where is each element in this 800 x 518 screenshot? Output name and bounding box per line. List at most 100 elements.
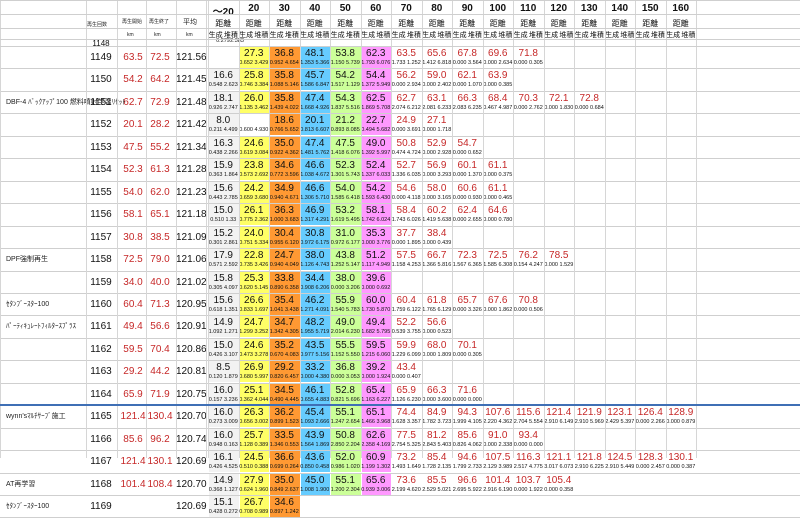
- gen-dep-values: 0.972 6.175: [300, 239, 330, 246]
- dep-label: 堆積: [589, 32, 604, 39]
- distance-value: 26.6: [244, 294, 264, 306]
- header-end: 再生終了: [149, 19, 170, 25]
- cell-band: [300, 136, 330, 158]
- gen-dep-values: 0.474 4.724: [391, 149, 421, 156]
- cell-band: [300, 47, 330, 68]
- row-end: 28.2: [150, 119, 170, 131]
- row-end: 71.3: [150, 298, 170, 310]
- distance-value: 65.9: [396, 384, 416, 396]
- grid-vline: [574, 0, 575, 458]
- distance-value: 45.7: [305, 70, 325, 82]
- gen-dep-values: 0.000 3.293: [422, 172, 452, 179]
- distance-label: 距離: [398, 19, 415, 28]
- distance-value: 35.8: [274, 92, 294, 104]
- gen-label: 生成: [361, 32, 376, 39]
- gen-dep-values: 1.152 5.550: [330, 351, 360, 358]
- distance-value: 60.1: [457, 160, 477, 172]
- distance-value: 24.7: [244, 317, 264, 329]
- gen-dep-values: 0.000 0.000: [452, 396, 482, 403]
- range-label: 110: [520, 3, 537, 14]
- cell-band: [361, 293, 391, 315]
- distance-value: 17.9: [213, 250, 233, 262]
- row-avg: 120.81: [176, 366, 207, 378]
- distance-value: 43.5: [305, 339, 325, 351]
- cell-band: [239, 406, 269, 428]
- gen-dep-values: 0.443 2.785: [208, 194, 238, 201]
- grid-vline: [665, 0, 667, 458]
- cell-band: [392, 159, 422, 181]
- cell-band: [270, 293, 300, 315]
- cell-band: [422, 204, 452, 226]
- cell-band: [422, 91, 452, 113]
- gen-dep-values: 1.586 6.847: [300, 82, 330, 89]
- distance-label: 距離: [428, 19, 445, 28]
- gen-dep-values: 0.000 2.762: [513, 104, 543, 111]
- gen-dep-values: 0.000 2.402: [422, 82, 452, 89]
- row-avg: 121.09: [176, 231, 207, 243]
- distance-value: 52.3: [335, 160, 355, 172]
- distance-value: 15.6: [213, 294, 233, 306]
- cell-band: [300, 249, 330, 271]
- row-avg: 120.70: [176, 411, 207, 423]
- cell-band: [331, 271, 361, 293]
- gen-dep-values: 0.000 0.305: [513, 60, 543, 66]
- distance-value: 26.7: [244, 497, 264, 508]
- distance-value: 15.9: [213, 160, 233, 172]
- gen-dep-values: 0.890 6.358: [269, 284, 299, 291]
- row-end: 108.4: [147, 478, 173, 490]
- cell-band: [361, 91, 391, 113]
- distance-value: 25.3: [244, 272, 264, 284]
- gen-dep-values: 0.000 2.457: [635, 464, 665, 471]
- distance-value: 72.3: [457, 250, 477, 262]
- distance-value: 67.8: [457, 48, 477, 59]
- distance-value: 34.6: [274, 497, 294, 508]
- gen-dep-values: 1.247 2.654: [330, 419, 360, 426]
- distance-value: 15.2: [213, 227, 233, 239]
- gen-dep-values: 0.772 3.596: [269, 172, 299, 179]
- cell-band: [239, 316, 269, 338]
- distance-value: 25.7: [244, 429, 264, 441]
- gen-dep-values: 0.849 2.637: [269, 486, 299, 493]
- distance-value: 72.1: [549, 92, 569, 104]
- gen-dep-values: 1.135 3.462: [239, 104, 269, 111]
- gen-dep-values: 0.000 3.600: [422, 396, 452, 403]
- distance-value: 93.4: [518, 429, 538, 441]
- gen-dep-values: 0.157 3.236: [208, 396, 238, 403]
- gen-dep-values: 0.652 3.429: [239, 60, 269, 66]
- cell-band: [270, 338, 300, 360]
- gen-dep-values: 0.000 1.924: [361, 374, 391, 381]
- distance-value: 56.9: [427, 160, 447, 172]
- gen-dep-values: 0.000 1.718: [422, 127, 452, 134]
- gen-label: 生成: [635, 32, 650, 39]
- cell-band: [239, 226, 269, 248]
- cell-band: [453, 69, 483, 91]
- cell-band: [209, 406, 239, 428]
- cell-band: [422, 406, 452, 428]
- cell-band: [605, 406, 635, 428]
- gen-dep-values: 0.000 0.684: [574, 104, 604, 111]
- gen-label: 生成: [513, 32, 528, 39]
- grid-hline: [0, 450, 800, 452]
- grid-hline: [0, 158, 800, 160]
- cell-band: [422, 114, 452, 136]
- gen-dep-values: 0.000 3.053: [330, 374, 360, 381]
- row-end: 79.0: [150, 254, 170, 266]
- gen-label: 生成: [422, 32, 437, 39]
- gen-dep-values: 0.000 2.934: [391, 82, 421, 89]
- gen-dep-values: 1.392 5.997: [361, 149, 391, 156]
- gen-dep-values: 1.158 4.253: [391, 262, 421, 269]
- grid-hline: [0, 337, 800, 339]
- cell-band: [453, 159, 483, 181]
- gen-dep-values: 0.000 2.928: [422, 149, 452, 156]
- cell-band: [300, 428, 330, 450]
- range-label: 70: [400, 3, 412, 14]
- gen-dep-values: 1.728 2.135: [422, 464, 452, 471]
- gen-label: 生成: [452, 32, 467, 39]
- row-id: 1152: [90, 119, 112, 131]
- gen-dep-values: 1.955 5.719: [300, 329, 330, 336]
- cell-band: [422, 69, 452, 91]
- row-note: ｾﾀﾝﾌﾞｰｽﾀｰ100: [6, 300, 50, 308]
- grid-hline: [0, 203, 800, 205]
- cell-band: [209, 361, 239, 383]
- gen-dep-values: 0.000 0.465: [483, 194, 513, 201]
